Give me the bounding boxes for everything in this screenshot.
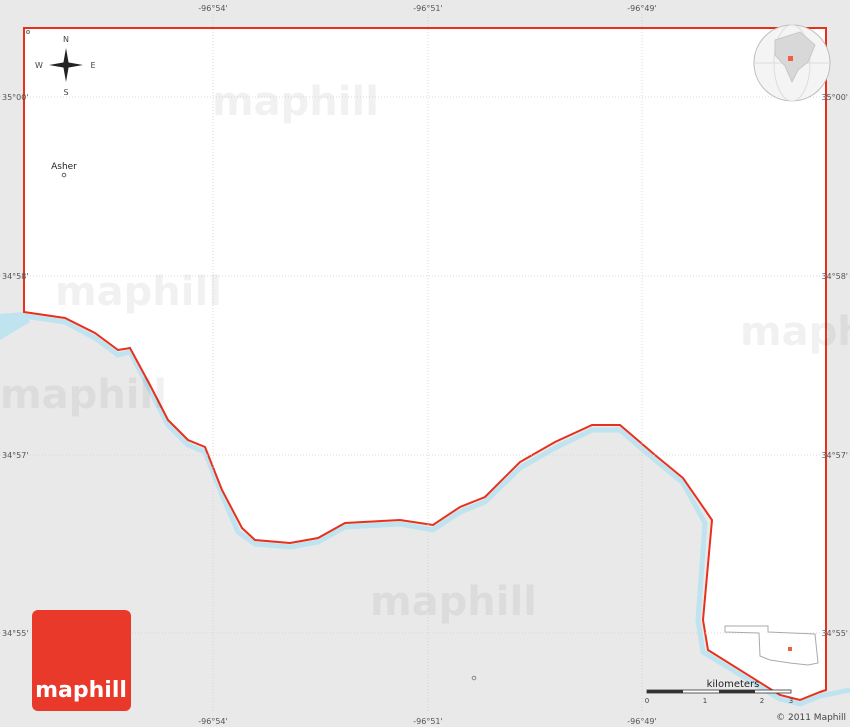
scale-title: kilometers	[707, 679, 760, 690]
latitude-label: 34°57'	[821, 451, 848, 460]
point-marker	[471, 675, 477, 681]
water	[0, 312, 30, 340]
watermark: maphill	[212, 79, 379, 125]
logo: maphill	[35, 678, 127, 703]
compass-north: N	[63, 35, 69, 44]
watermark: maphill	[55, 269, 222, 315]
logo-box	[32, 610, 131, 711]
compass-east: E	[90, 61, 95, 70]
watermark: maphill	[740, 309, 850, 355]
compass-south: S	[63, 88, 68, 97]
longitude-label: -96°51'	[413, 4, 442, 13]
place-marker	[61, 172, 67, 178]
longitude-label: -96°54'	[198, 717, 227, 726]
locator-globe	[753, 24, 831, 102]
locator-state	[724, 625, 819, 666]
scale-tick: 0	[645, 697, 649, 705]
graticule	[0, 14, 850, 713]
scale-tick: 2	[760, 697, 764, 705]
point-marker	[26, 30, 30, 34]
scale-tick: 3	[789, 697, 793, 705]
scale-tick: 1	[703, 697, 707, 705]
latitude-label: 35°00'	[2, 93, 29, 102]
latitude-label: 34°55'	[2, 629, 29, 638]
place-label: Asher	[51, 162, 77, 172]
compass-west: W	[35, 61, 43, 70]
longitude-label: -96°49'	[627, 4, 656, 13]
region-boundary	[23, 27, 827, 702]
latitude-label: 34°58'	[821, 272, 848, 281]
longitude-label: -96°51'	[413, 717, 442, 726]
longitude-label: -96°54'	[198, 4, 227, 13]
latitude-label: 35°00'	[821, 93, 848, 102]
latitude-label: 34°58'	[2, 272, 29, 281]
copyright: © 2011 Maphill	[776, 713, 846, 723]
scale-bar: kilometers 0 1 2 3	[645, 679, 793, 705]
latitude-label: 34°57'	[2, 451, 29, 460]
compass-rose: N S W E	[35, 35, 95, 97]
latitude-label: 34°55'	[821, 629, 848, 638]
river	[23, 313, 850, 707]
longitude-label: -96°49'	[627, 717, 656, 726]
watermark: maphill	[370, 579, 537, 625]
watermark: maphill	[0, 372, 167, 418]
